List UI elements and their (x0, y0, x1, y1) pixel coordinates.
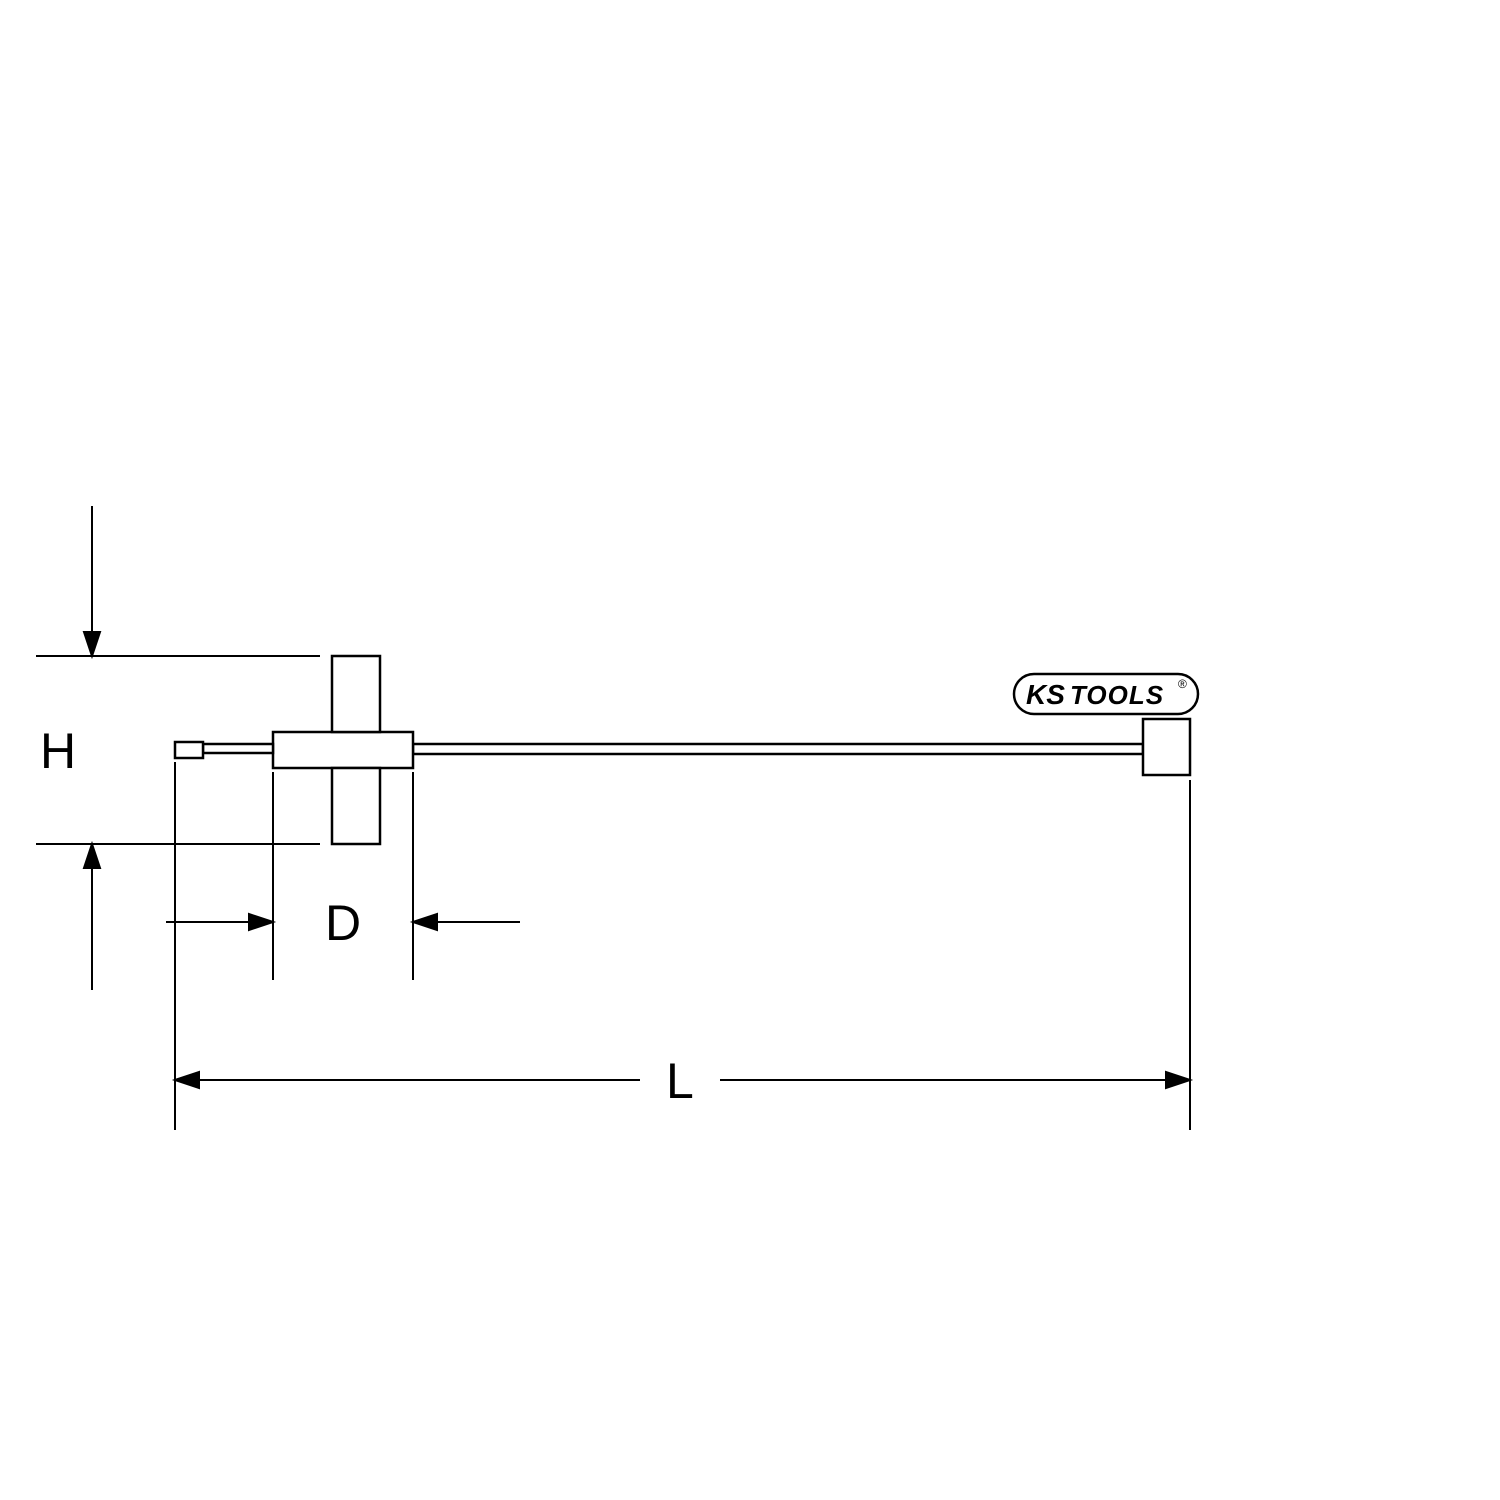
dim-d-label: D (325, 895, 361, 951)
logo-tools: TOOLS (1070, 680, 1164, 710)
logo-trademark: ® (1178, 677, 1187, 691)
thin-rod (203, 744, 273, 753)
dim-l-label: L (666, 1053, 694, 1109)
brand-logo: KS TOOLS ® (1014, 674, 1198, 714)
body (273, 732, 413, 768)
shaft (413, 744, 1143, 754)
tip (175, 742, 203, 758)
handle-bottom (332, 768, 380, 844)
handle-top (332, 656, 380, 732)
logo-ks: KS (1026, 679, 1065, 710)
end-cap (1143, 719, 1190, 775)
dim-h-label: H (40, 723, 76, 779)
